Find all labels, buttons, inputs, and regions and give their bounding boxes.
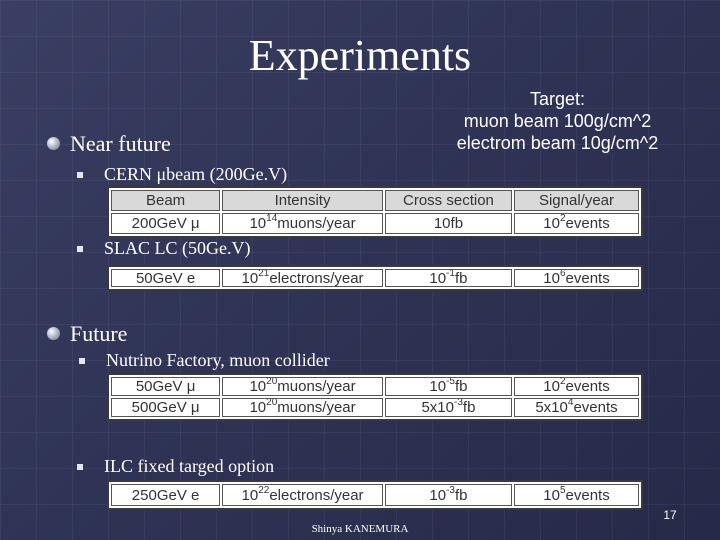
square-bullet-icon (77, 464, 83, 470)
section-label: Near future (70, 131, 171, 156)
ilc-table: 250GeV e 10 22 electrons/year 10 -3 fb 10 5 ev… (107, 480, 643, 510)
slide-title: Experiments (248, 31, 472, 80)
header-cell: Intensity (222, 190, 383, 211)
footer-author: Shinya KANEMURA (311, 523, 409, 535)
section-label: Future (70, 321, 128, 346)
xsec-cell: 10 -3 fb (384, 484, 512, 506)
bullet-icon (47, 137, 60, 150)
target-note-line: muon beam 100g/cm^2 (463, 111, 652, 131)
item-nufact: Nutrino Factory, muon collider (79, 350, 330, 371)
item-label: SLAC LC (50Ge.V) (104, 238, 251, 258)
page-number: 17 (663, 508, 677, 522)
table-header-row: Beam Intensity Cross section Signal/year (111, 190, 640, 211)
table-row: 50GeV μ 10 20 muons/year 10 -5 fb 10 2 events (111, 377, 640, 396)
target-note-line: Target: (529, 89, 586, 109)
intensity-cell: 10 20 muons/year (222, 377, 383, 396)
beam-cell: 250GeV e (111, 484, 221, 506)
beam-cell: 50GeV μ (111, 377, 221, 396)
intensity-cell: 10 22 electrons/year (222, 484, 383, 506)
signal-cell: 5x10 4 events (513, 398, 640, 417)
item-cern: CERN μbeam (200Ge.V) (77, 164, 288, 185)
xsec-cell: 5x10 -3 fb (384, 398, 512, 417)
signal-cell: 10 6 events (513, 269, 640, 287)
beam-cell: 500GeV μ (111, 398, 221, 417)
intensity-cell: 10 14 muons/year (222, 213, 383, 234)
table-row: 50GeV e 10 21 electrons/year 10 -1 fb 10 6 eve… (111, 269, 640, 287)
beam-cell: 50GeV e (111, 269, 221, 287)
target-note-line: electrom beam 10g/cm^2 (456, 133, 659, 153)
header-cell: Cross section (384, 190, 512, 211)
signal-cell: 10 5 events (513, 484, 640, 506)
item-label: CERN μbeam (200Ge.V) (104, 164, 288, 184)
table-row: 200GeV μ 10 14 muons/year 10fb 10 2 events (111, 213, 640, 234)
item-label: Nutrino Factory, muon collider (106, 350, 330, 370)
section-future: Future (47, 321, 128, 347)
signal-cell: 10 2 events (513, 377, 640, 396)
nufact-table: 50GeV μ 10 20 muons/year 10 -5 fb 10 2 events … (107, 373, 643, 421)
header-cell: Beam (111, 190, 221, 211)
item-slac: SLAC LC (50Ge.V) (77, 238, 251, 259)
square-bullet-icon (77, 172, 83, 178)
target-note: Target: muon beam 100g/cm^2 electrom bea… (430, 88, 685, 154)
item-ilc: ILC fixed targed option (77, 456, 275, 477)
table-row: 500GeV μ 10 20 muons/year 5x10 -3 fb 5x10 4 ev… (111, 398, 640, 417)
xsec-cell: 10 -5 fb (384, 377, 512, 396)
cern-table: Beam Intensity Cross section Signal/year… (107, 186, 643, 238)
beam-cell: 200GeV μ (111, 213, 221, 234)
bullet-icon (47, 327, 60, 340)
header-cell: Signal/year (513, 190, 640, 211)
signal-cell: 10 2 events (513, 213, 640, 234)
table-row: 250GeV e 10 22 electrons/year 10 -3 fb 10 5 ev… (111, 484, 640, 506)
xsec-cell: 10fb (384, 213, 512, 234)
section-near-future: Near future (47, 131, 171, 157)
item-label: ILC fixed targed option (104, 456, 275, 476)
square-bullet-icon (77, 246, 83, 252)
xsec-cell: 10 -1 fb (384, 269, 512, 287)
intensity-cell: 10 21 electrons/year (222, 269, 383, 287)
slac-table: 50GeV e 10 21 electrons/year 10 -1 fb 10 6 eve… (107, 265, 643, 291)
square-bullet-icon (79, 358, 85, 364)
intensity-cell: 10 20 muons/year (222, 398, 383, 417)
